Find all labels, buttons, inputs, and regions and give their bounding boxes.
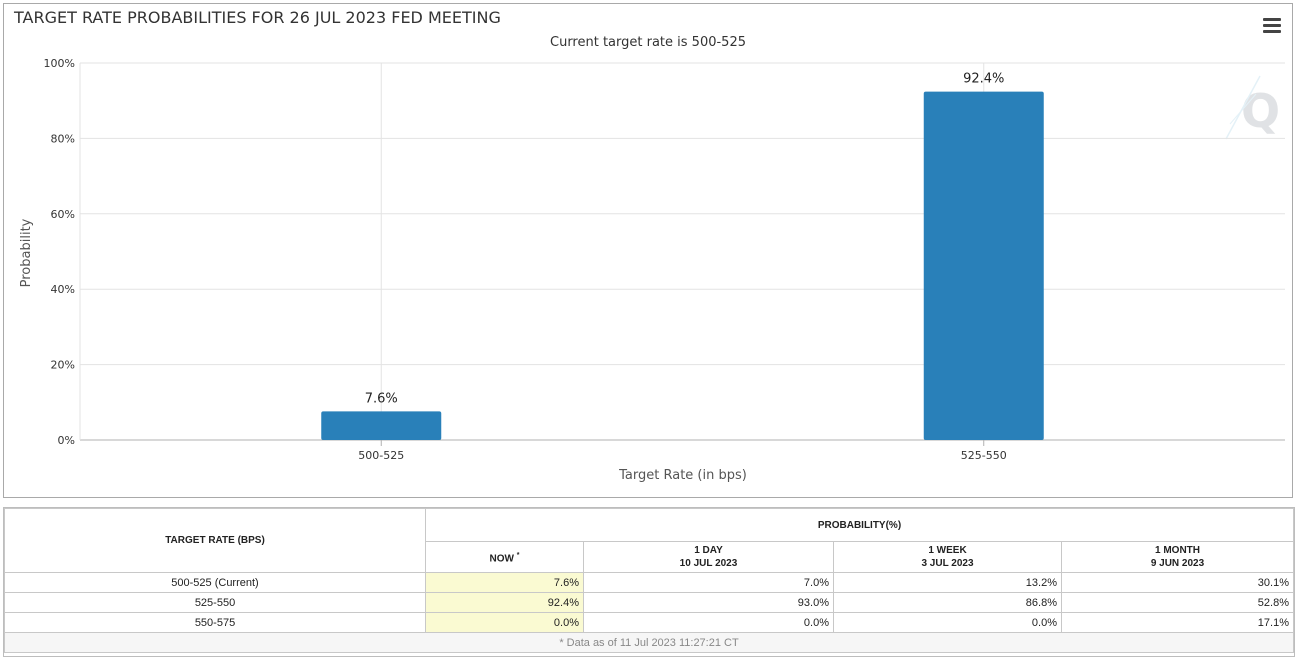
row-1-week: 13.2% — [833, 572, 1062, 593]
header-1-day: 1 DAY 10 JUL 2023 — [583, 541, 834, 573]
header-1-month: 1 MONTH 9 JUN 2023 — [1061, 541, 1294, 573]
table-row: 500-525 (Current) 7.6% 7.0% 13.2% 30.1% — [4, 572, 1294, 593]
x-tick-label: 500-525 — [358, 449, 404, 462]
bar-chart: Q 0% 20% 40% 60% 80% 100% 7.6% 500-525 92.4% 525-… — [19, 57, 1285, 483]
hamburger-menu-icon[interactable] — [1263, 18, 1281, 34]
row-1-month: 52.8% — [1061, 592, 1294, 613]
probability-table: TARGET RATE (BPS) PROBABILITY(%) NOW * 1… — [4, 508, 1294, 653]
chart-subtitle: Current target rate is 500-525 — [550, 35, 746, 50]
header-target-rate: TARGET RATE (BPS) — [4, 508, 426, 573]
q-logo-icon: Q — [1225, 75, 1280, 140]
bar-500-525[interactable] — [321, 411, 442, 440]
header-1-day-date: 10 JUL 2023 — [679, 558, 738, 569]
header-1-month-label: 1 MONTH — [1155, 545, 1200, 556]
header-1-month-date: 9 JUN 2023 — [1150, 558, 1205, 569]
y-tick-label: 20% — [51, 359, 75, 372]
row-1-month: 30.1% — [1061, 572, 1294, 593]
header-1-day-label: 1 DAY — [694, 545, 723, 556]
data-label: 7.6% — [365, 391, 398, 406]
data-timestamp-note: * Data as of 11 Jul 2023 11:27:21 CT — [4, 632, 1294, 653]
header-probability: PROBABILITY(%) — [425, 508, 1294, 542]
header-now-marker: * — [516, 551, 520, 559]
y-tick-label: 80% — [51, 132, 75, 145]
row-now: 7.6% — [425, 572, 584, 593]
header-1-week-date: 3 JUL 2023 — [921, 558, 974, 569]
row-1-day: 7.0% — [583, 572, 834, 593]
x-axis-title: Target Rate (in bps) — [618, 468, 747, 483]
row-rate: 550-575 — [4, 612, 426, 633]
chart-panel: TARGET RATE PROBABILITIES FOR 26 JUL 202… — [3, 3, 1293, 498]
row-1-month: 17.1% — [1061, 612, 1294, 633]
row-1-week: 86.8% — [833, 592, 1062, 613]
chart-title: TARGET RATE PROBABILITIES FOR 26 JUL 202… — [14, 8, 501, 27]
row-rate: 500-525 (Current) — [4, 572, 426, 593]
row-1-week: 0.0% — [833, 612, 1062, 633]
probability-table-panel: TARGET RATE (BPS) PROBABILITY(%) NOW * 1… — [3, 507, 1295, 657]
header-now: NOW * — [425, 541, 584, 573]
y-tick-label: 60% — [51, 208, 75, 221]
data-label: 92.4% — [963, 72, 1004, 87]
table-row: 550-575 0.0% 0.0% 0.0% 17.1% — [4, 612, 1294, 633]
y-tick-label: 0% — [58, 434, 75, 447]
y-tick-label: 100% — [44, 57, 75, 70]
svg-text:Q: Q — [1241, 84, 1280, 138]
row-rate: 525-550 — [4, 592, 426, 613]
row-now: 92.4% — [425, 592, 584, 613]
header-now-label: NOW — [489, 553, 514, 565]
row-1-day: 0.0% — [583, 612, 834, 633]
header-1-week: 1 WEEK 3 JUL 2023 — [833, 541, 1062, 573]
row-now: 0.0% — [425, 612, 584, 633]
table-row: 525-550 92.4% 93.0% 86.8% 52.8% — [4, 592, 1294, 613]
header-1-week-label: 1 WEEK — [928, 545, 967, 556]
table-note-row: * Data as of 11 Jul 2023 11:27:21 CT — [4, 632, 1294, 653]
x-tick-label: 525-550 — [961, 449, 1007, 462]
y-axis-title: Probability — [19, 218, 34, 287]
y-tick-label: 40% — [51, 283, 75, 296]
row-1-day: 93.0% — [583, 592, 834, 613]
bar-525-550[interactable] — [923, 91, 1044, 440]
